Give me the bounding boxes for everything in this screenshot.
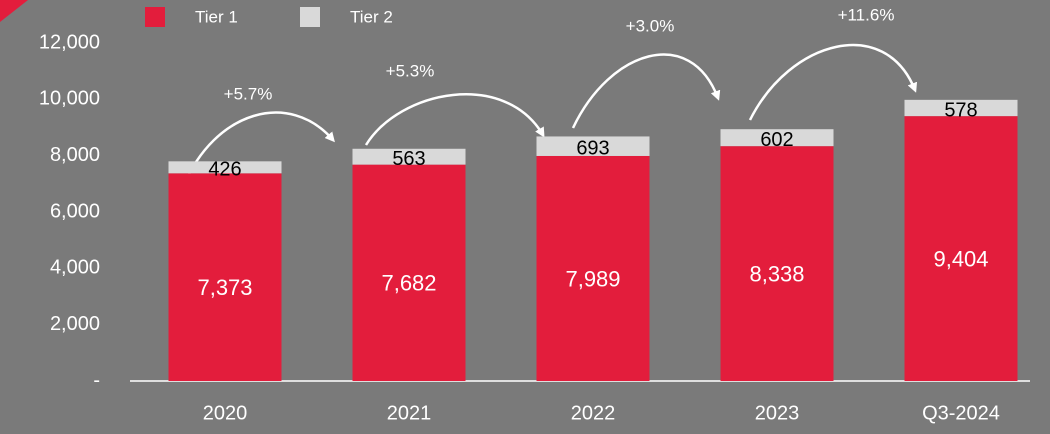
data-label: 9,404 bbox=[933, 246, 988, 271]
bar-segment bbox=[168, 161, 282, 174]
growth-arrow bbox=[571, 53, 721, 129]
bar-segment bbox=[720, 129, 834, 147]
growth-arrow bbox=[364, 93, 545, 146]
bar-segment bbox=[720, 146, 834, 381]
data-label: 578 bbox=[944, 99, 977, 121]
growth-label: +11.6% bbox=[838, 5, 895, 24]
y-tick-label: 6,000 bbox=[50, 200, 100, 222]
bar-segment bbox=[536, 136, 650, 156]
data-label: 602 bbox=[760, 129, 793, 151]
data-label: 693 bbox=[576, 137, 609, 159]
data-label: 7,373 bbox=[197, 275, 252, 300]
x-tick-label: 2020 bbox=[203, 402, 248, 424]
bar-segment bbox=[904, 99, 1018, 117]
growth-arrow bbox=[181, 111, 335, 188]
x-tick-label: 2022 bbox=[571, 402, 616, 424]
y-tick-label: 12,000 bbox=[39, 31, 100, 53]
data-label: 8,338 bbox=[749, 261, 804, 286]
data-label: 563 bbox=[392, 148, 425, 170]
y-tick-label: 4,000 bbox=[50, 257, 100, 279]
x-tick-label: Q3-2024 bbox=[922, 402, 1000, 424]
bar-segment bbox=[352, 148, 466, 165]
y-tick-label: 2,000 bbox=[50, 313, 100, 335]
bar-segment bbox=[168, 173, 282, 381]
bar-segment bbox=[536, 155, 650, 381]
y-tick-label: - bbox=[93, 369, 100, 391]
growth-label: +5.3% bbox=[386, 61, 435, 80]
data-label: 7,989 bbox=[565, 266, 620, 291]
growth-label: +5.7% bbox=[224, 84, 273, 103]
bar-segment bbox=[904, 116, 1018, 381]
legend-label: Tier 1 bbox=[195, 7, 238, 26]
bar-segment bbox=[352, 164, 466, 381]
growth-label: +3.0% bbox=[626, 16, 675, 35]
x-tick-label: 2023 bbox=[755, 402, 800, 424]
data-label: 426 bbox=[208, 159, 241, 181]
growth-arrow bbox=[748, 43, 918, 121]
legend-label: Tier 2 bbox=[350, 7, 393, 26]
legend-swatch bbox=[300, 7, 320, 27]
x-tick-label: 2021 bbox=[387, 402, 432, 424]
legend-swatch bbox=[145, 7, 165, 27]
data-label: 7,682 bbox=[381, 271, 436, 296]
y-tick-label: 8,000 bbox=[50, 144, 100, 166]
corner-decoration bbox=[0, 0, 28, 22]
y-tick-label: 10,000 bbox=[39, 88, 100, 110]
